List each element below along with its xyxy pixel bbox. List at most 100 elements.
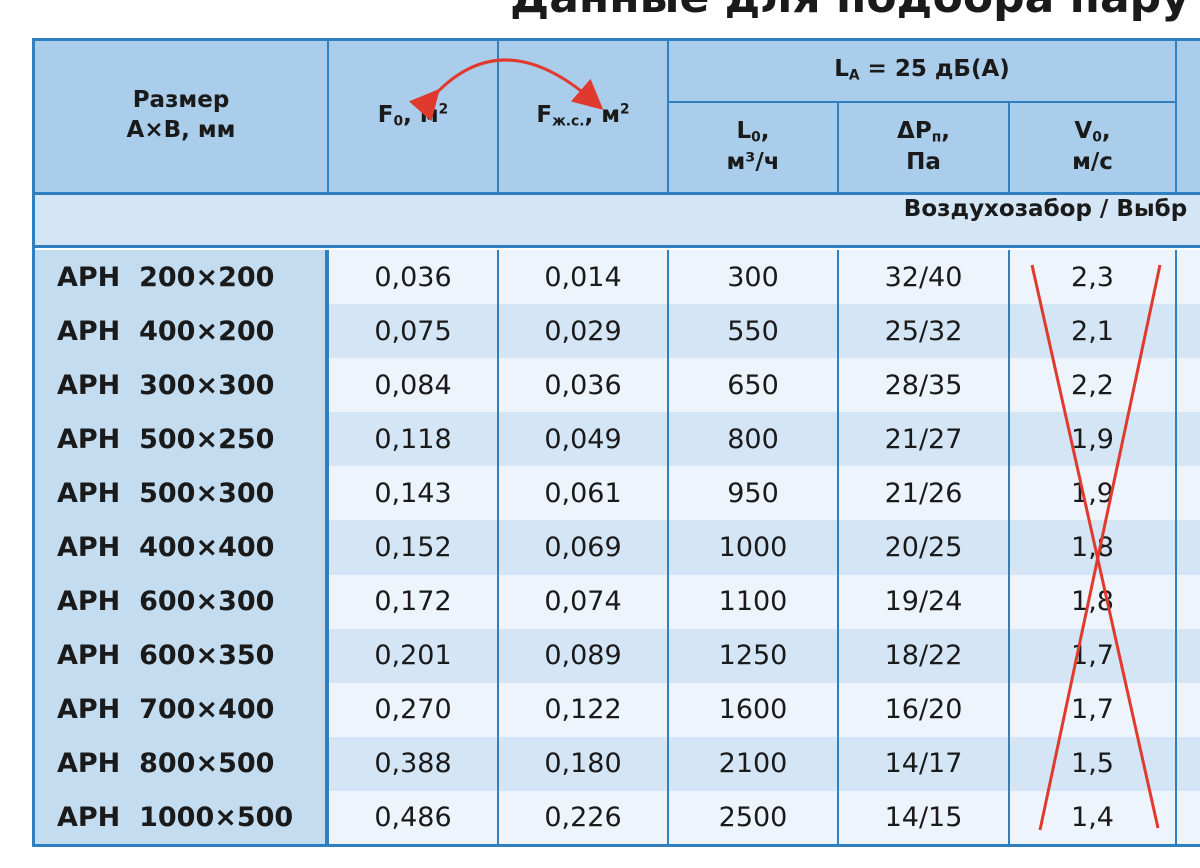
header-line: ΔPп, [897,117,950,147]
cell-text: 300 [727,261,779,293]
cell-text: 2500 [718,802,788,834]
sub-header: L0, м³/ч [669,103,839,192]
cell-text: 1,4 [1071,802,1114,834]
cell: 28/35 [839,358,1010,413]
cell: АРН 500×300 [35,466,329,521]
cell-text: 0,036 [374,261,452,293]
cell-blank [1177,520,1200,575]
cell: 0,118 [329,412,499,467]
cell: 2,3 [1010,250,1177,305]
cell-text: 0,089 [544,640,622,672]
header-line: F0, м2 [378,101,448,131]
cell: 300 [669,250,839,305]
cell-text: 0,172 [374,586,452,618]
header-part: F [377,101,394,128]
cell-blank [1177,466,1200,521]
cell-text: 1,5 [1071,748,1114,780]
cell: 1250 [669,628,839,683]
cell-text: АРН 600×350 [57,640,275,672]
cell: 0,075 [329,304,499,359]
header-line: Размер [132,87,230,114]
header-part: , [1101,118,1111,145]
cell-text: 800 [727,423,779,455]
cell-text: 0,074 [544,586,622,618]
cell: 1,8 [1010,520,1177,575]
title: Данные для подбора пару [510,0,1190,23]
cell: 21/27 [839,412,1010,467]
cell: 1,5 [1010,736,1177,791]
header-part: 0 [393,113,404,130]
cell-text: 2,2 [1071,369,1114,401]
cell: 20/25 [839,520,1010,575]
cell: 1100 [669,574,839,629]
cell: 0,122 [499,682,669,737]
header-blank [1177,40,1200,192]
cell-blank [1177,412,1200,467]
header-part: V [1074,118,1093,145]
cell: 0,036 [329,250,499,305]
cell-text: 0,270 [374,694,452,726]
cell: 1000 [669,520,839,575]
cell: 950 [669,466,839,521]
cell: 1,8 [1010,574,1177,629]
cell-text: 0,226 [544,802,622,834]
header-line: L0, [736,117,769,147]
cell: 1,7 [1010,682,1177,737]
cell: АРН 300×300 [35,358,329,413]
cell-text: 0,036 [544,369,622,401]
cell-blank [1177,736,1200,791]
cell: АРН 600×350 [35,628,329,683]
cell: 16/20 [839,682,1010,737]
header-part: , [941,118,950,145]
header-line: Fж.с., м2 [536,101,629,131]
cell: 0,388 [329,736,499,791]
cell-text: 20/25 [884,531,963,563]
header-part: 0 [1092,129,1102,146]
cell-text: 2,1 [1071,315,1114,347]
cell-text: 1,8 [1071,586,1114,618]
cell-text: 21/27 [884,423,963,455]
cell-text: 0,049 [544,423,622,455]
cell: 2100 [669,736,839,791]
cell: 0,029 [499,304,669,359]
header-part: , м [403,101,439,128]
header-part: L [736,118,752,145]
cell: 1,9 [1010,412,1177,467]
cell: АРН 500×250 [35,412,329,467]
cell-text: АРН 1000×500 [57,802,294,834]
cell: 1,4 [1010,790,1177,845]
cell: 1,7 [1010,628,1177,683]
cell-text: 0,388 [374,748,452,780]
cell: АРН 400×400 [35,520,329,575]
cell-text: 0,029 [544,315,622,347]
cell: 14/15 [839,790,1010,845]
cell: 0,074 [499,574,669,629]
cell-text: 0,152 [374,531,452,563]
header-part: п [931,129,942,146]
section-row: Воздухозабор / Выбр [35,192,1200,248]
cell-blank [1177,304,1200,359]
cell-blank [1177,790,1200,845]
cell-text: АРН 400×200 [57,315,275,347]
cell-text: 16/20 [884,694,963,726]
cell-text: 28/35 [884,369,963,401]
cell-text: 0,201 [374,640,452,672]
cell-text: 18/22 [884,640,963,672]
cell-text: 0,486 [374,802,452,834]
header-line: Па [906,148,941,175]
cell-text: 14/15 [884,802,963,834]
cell-text: 21/26 [884,477,963,509]
sub-header: ΔPп, Па [839,103,1010,192]
cell-text: 14/17 [884,748,963,780]
cell: 0,152 [329,520,499,575]
header-part: 0 [751,129,761,146]
cell: 2,2 [1010,358,1177,413]
fjs-header: Fж.с., м2 [499,40,669,192]
header-part: 2 [438,101,449,118]
cell: 0,143 [329,466,499,521]
cell-text: АРН 300×300 [57,369,275,401]
cell-text: 950 [727,477,779,509]
cell-text: 1000 [718,531,788,563]
cell: АРН 200×200 [35,250,329,305]
